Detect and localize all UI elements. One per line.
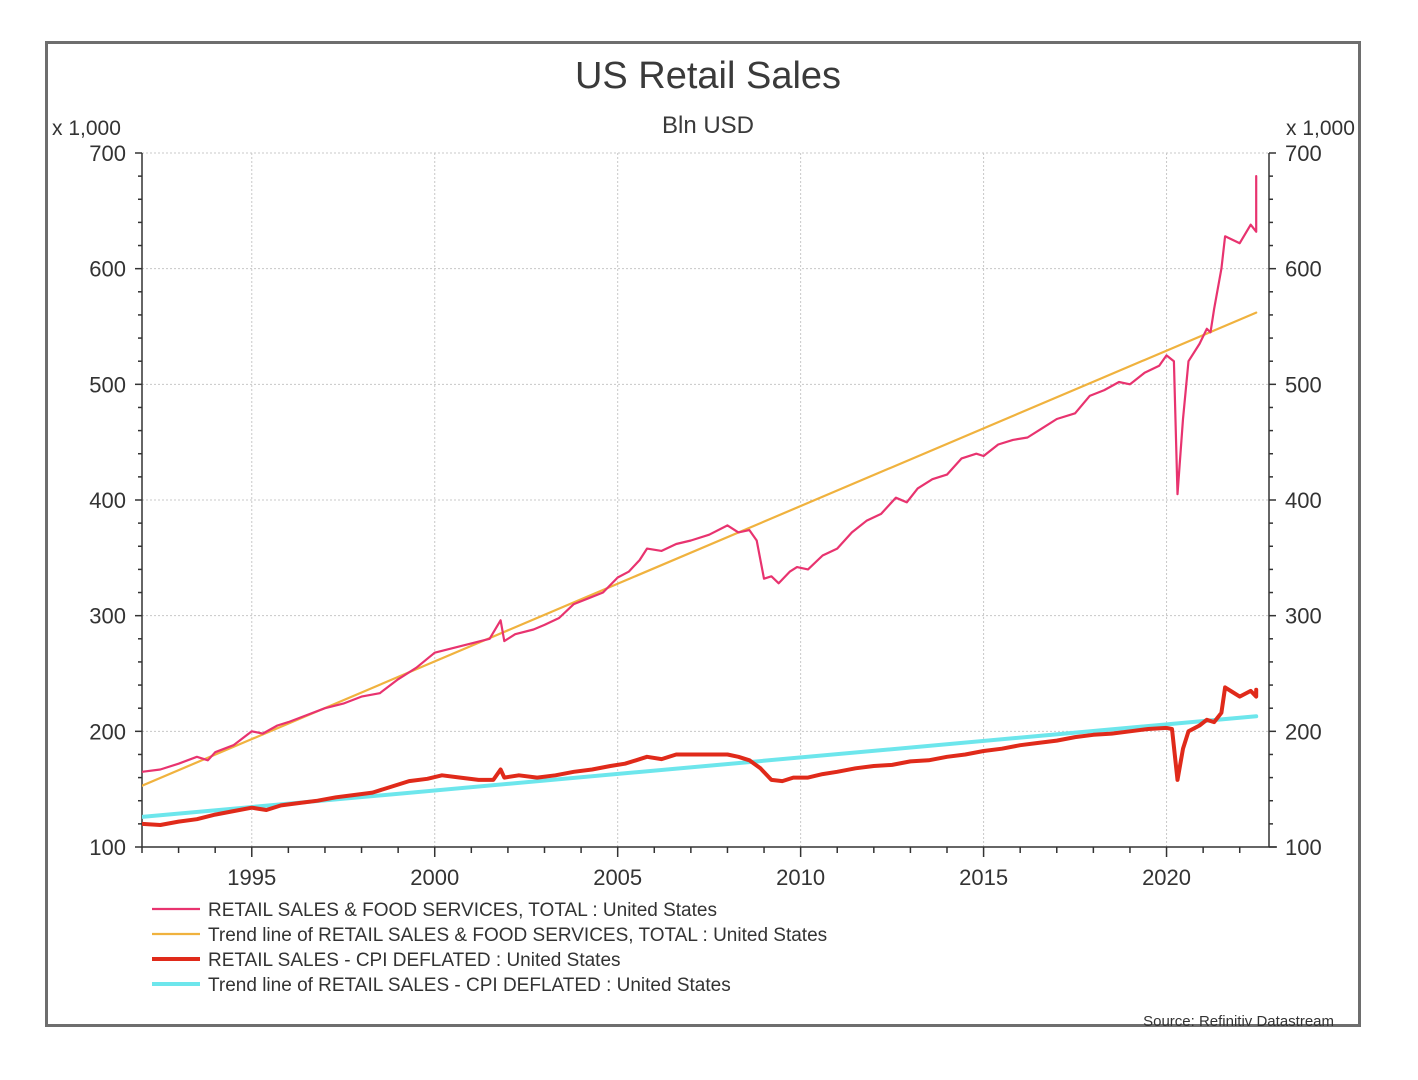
x-tick-label: 2010	[776, 865, 825, 890]
left-axis-unit: x 1,000	[52, 117, 121, 140]
x-tick-label: 2015	[959, 865, 1008, 890]
chart-title: US Retail Sales	[575, 55, 841, 97]
left-y-tick-label: 400	[89, 488, 126, 513]
x-tick-label: 1995	[227, 865, 276, 890]
right-y-tick-label: 200	[1285, 719, 1322, 744]
right-y-tick-label: 700	[1285, 141, 1322, 166]
right-y-tick-label: 100	[1285, 835, 1322, 860]
left-y-tick-label: 600	[89, 257, 126, 282]
series-line-0	[142, 175, 1258, 773]
axes: 100 100 200 200 300 300 400 400 500 500 600 600 700 7…	[89, 141, 1321, 890]
right-y-tick-label: 400	[1285, 488, 1322, 513]
left-y-tick-label: 100	[89, 835, 126, 860]
legend-label-3: Trend line of RETAIL SALES - CPI DEFLATE…	[208, 975, 731, 996]
left-y-tick-label: 300	[89, 604, 126, 629]
legend-label-0: RETAIL SALES & FOOD SERVICES, TOTAL : Un…	[208, 900, 717, 921]
right-axis-unit: x 1,000	[1286, 117, 1355, 140]
right-y-tick-label: 500	[1285, 372, 1322, 397]
x-tick-label: 2020	[1142, 865, 1191, 890]
right-y-tick-label: 600	[1285, 257, 1322, 282]
legend: RETAIL SALES & FOOD SERVICES, TOTAL : Un…	[152, 900, 827, 996]
series-line-2	[142, 685, 1259, 827]
x-tick-label: 2000	[410, 865, 459, 890]
left-y-tick-label: 700	[89, 141, 126, 166]
right-y-tick-label: 300	[1285, 604, 1322, 629]
gridlines	[142, 152, 1269, 847]
chart: US Retail Sales Bln USD x 1,000 x 1,000 …	[52, 55, 1355, 1030]
legend-label-2: RETAIL SALES - CPI DEFLATED : United Sta…	[208, 950, 621, 971]
series-lines	[142, 175, 1259, 827]
x-tick-label: 2005	[593, 865, 642, 890]
legend-label-1: Trend line of RETAIL SALES & FOOD SERVIC…	[208, 925, 827, 946]
source-note: Source: Refinitiv Datastream	[1143, 1013, 1334, 1030]
chart-subtitle: Bln USD	[662, 112, 754, 139]
left-y-tick-label: 500	[89, 372, 126, 397]
chart-frame: US Retail Sales Bln USD x 1,000 x 1,000 …	[45, 41, 1361, 1030]
left-y-tick-label: 200	[89, 719, 126, 744]
